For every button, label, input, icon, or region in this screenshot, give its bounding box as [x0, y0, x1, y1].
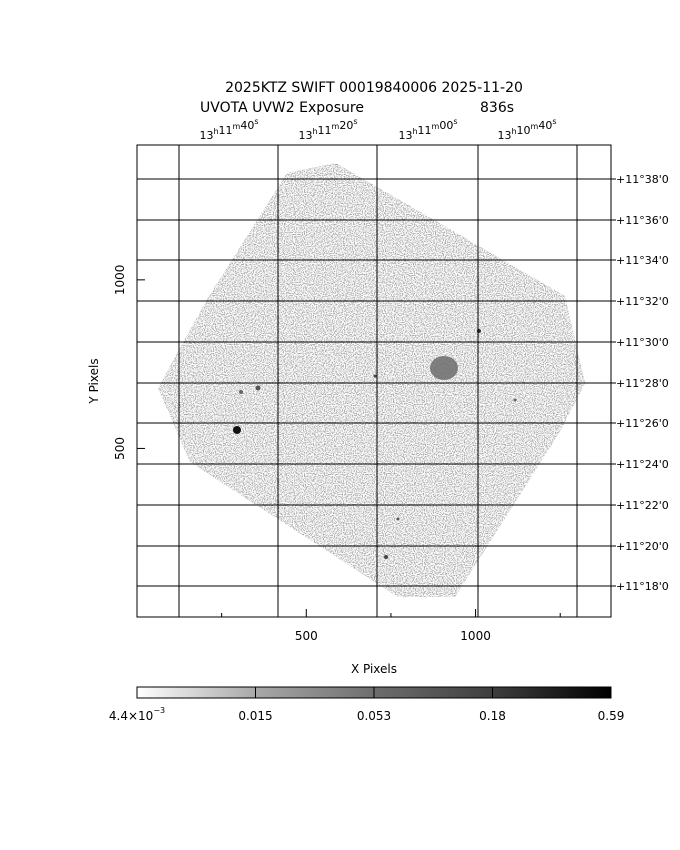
y-axis-ticks: 500 1000 [113, 265, 145, 460]
dec-tick-label: +11°30'0 [616, 336, 669, 349]
dec-tick-label: +11°20'0 [616, 540, 669, 553]
colorbar-label: 0.18 [479, 709, 506, 723]
point-source [384, 555, 388, 559]
dec-tick-label: +11°38'0 [616, 173, 669, 186]
dec-tick-label: +11°22'0 [616, 499, 669, 512]
colorbar-label: 0.015 [238, 709, 272, 723]
colorbar: 4.4×10−3 0.015 0.053 0.18 0.59 [109, 686, 624, 723]
bright-point-source [233, 426, 241, 434]
dec-tick-label: +11°28'0 [616, 377, 669, 390]
x-tick-label: 500 [295, 629, 318, 643]
dec-tick-label: +11°26'0 [616, 417, 669, 430]
dec-tick-labels: +11°38'0 +11°36'0 +11°34'0 +11°32'0 +11°30'0… [611, 173, 669, 593]
point-source [239, 390, 243, 394]
ra-tick-label: 13h11m00s [398, 117, 457, 142]
extended-source [430, 356, 458, 380]
title-line2-exposure: 836s [480, 100, 514, 116]
colorbar-label: 0.59 [598, 709, 625, 723]
ra-tick-label: 13h10m40s [497, 117, 556, 142]
dec-tick-label: +11°34'0 [616, 254, 669, 267]
dec-tick-label: +11°36'0 [616, 214, 669, 227]
dec-tick-label: +11°32'0 [616, 295, 669, 308]
x-tick-label: 1000 [460, 629, 491, 643]
dec-tick-label: +11°24'0 [616, 458, 669, 471]
y-tick-label: 1000 [113, 265, 127, 296]
exposure-map [158, 163, 585, 597]
x-axis-label: X Pixels [351, 662, 397, 676]
point-source [373, 374, 377, 378]
x-axis-ticks: 500 1000 [221, 609, 561, 643]
plot-frame [136, 144, 612, 618]
dec-tick-label: +11°18'0 [616, 580, 669, 593]
exposure-field [158, 163, 585, 597]
colorbar-labels: 4.4×10−3 0.015 0.053 0.18 0.59 [109, 706, 624, 723]
ra-tick-label: 13h11m20s [298, 117, 357, 142]
y-tick-label: 500 [113, 437, 127, 460]
y-axis-label: Y Pixels [87, 358, 101, 404]
title-line1: 2025KTZ SWIFT 00019840006 2025-11-20 [225, 80, 523, 96]
title-line2-label: UVOTA UVW2 Exposure [200, 100, 364, 116]
point-source [396, 517, 400, 521]
ra-tick-label: 13h11m40s [199, 117, 258, 142]
point-source [513, 398, 517, 402]
ra-tick-labels: 13h11m40s 13h11m20s 13h11m00s 13h10m40s [199, 117, 556, 142]
colorbar-ticks [255, 687, 493, 698]
point-source [255, 385, 261, 391]
colorbar-label: 4.4×10−3 [109, 706, 165, 723]
colorbar-label: 0.053 [357, 709, 391, 723]
coordinate-grid [137, 145, 611, 617]
